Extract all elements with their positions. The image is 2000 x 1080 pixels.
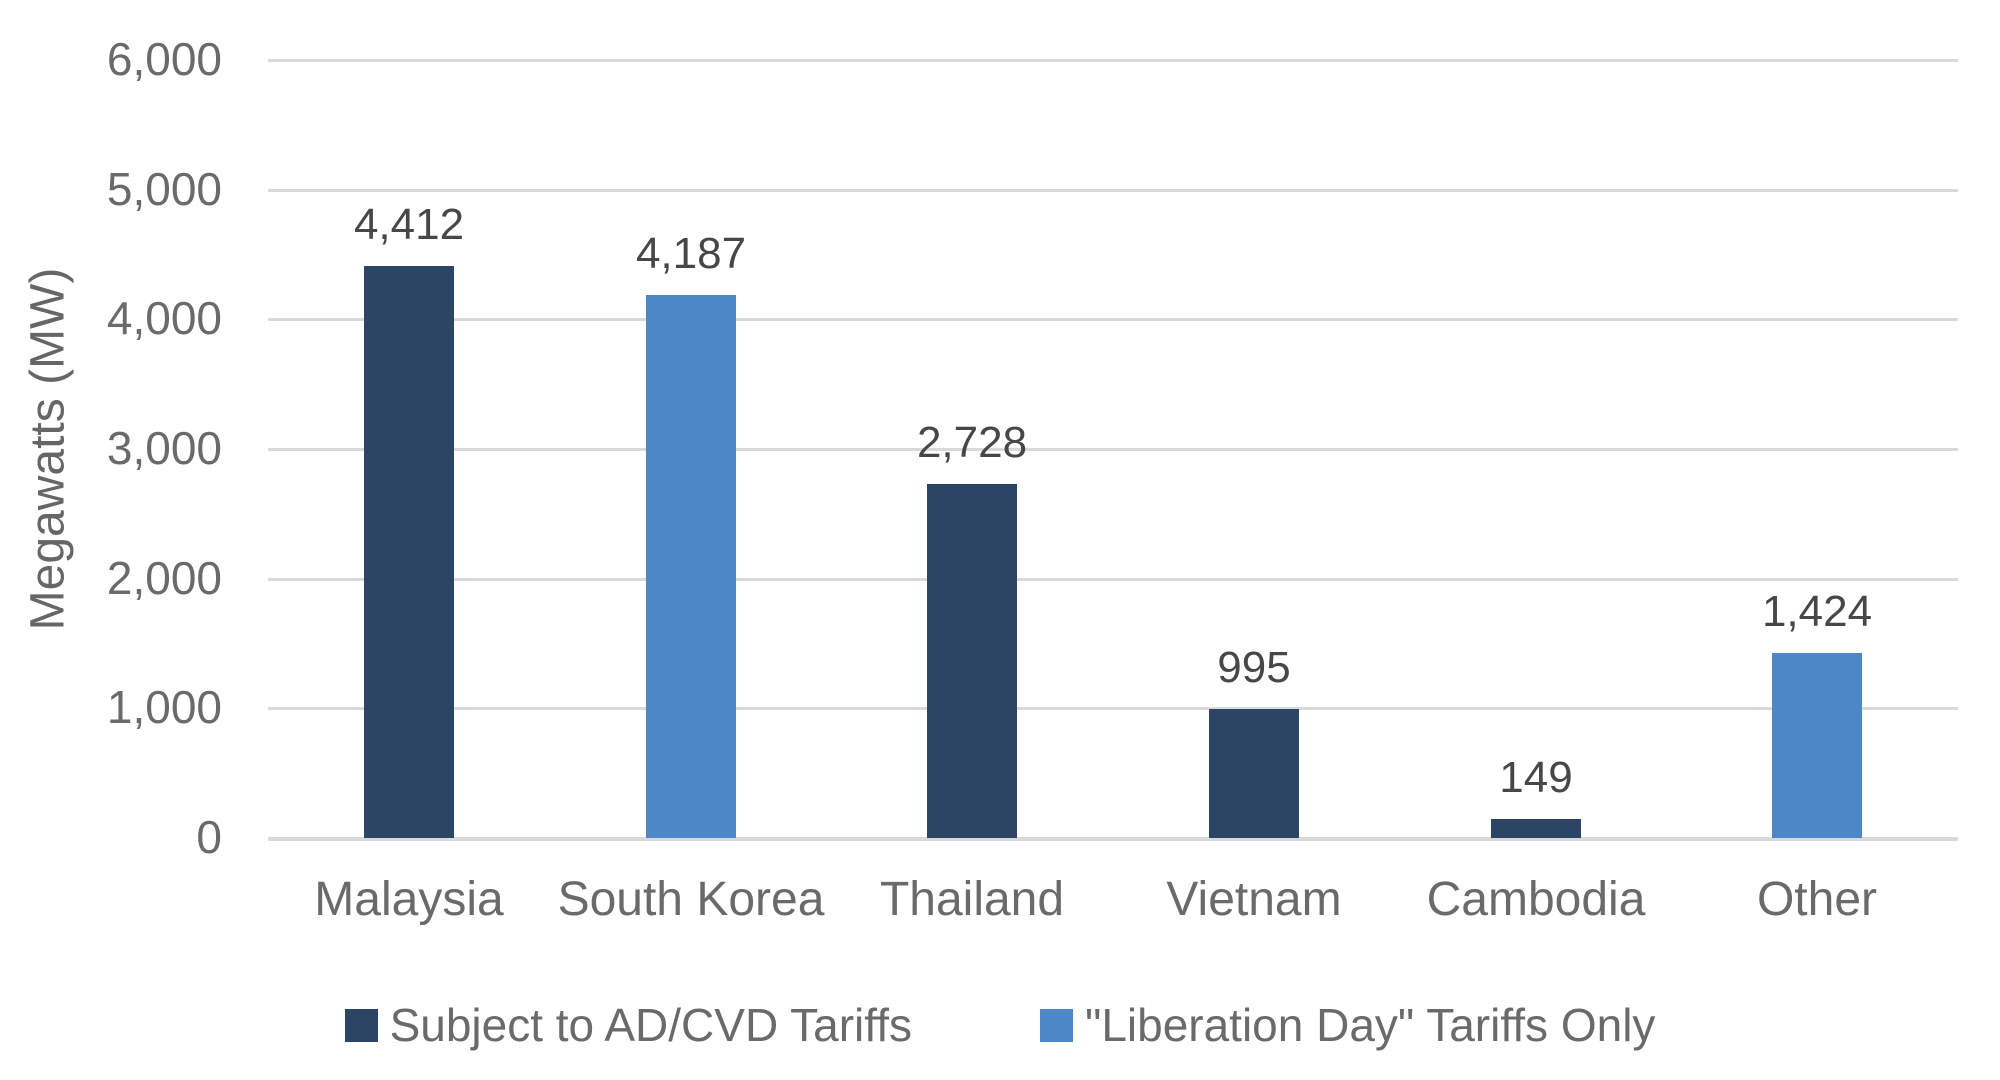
y-tick-label-3000: 3,000	[106, 421, 222, 474]
bar-vietnam	[1209, 709, 1299, 838]
legend-label: "Liberation Day" Tariffs Only	[1084, 999, 1656, 1051]
category-label-other: Other	[1756, 873, 1878, 926]
data-label-malaysia: 4,412	[353, 200, 465, 249]
category-label-thailand: Thailand	[879, 873, 1065, 926]
y-tick-label-1000: 1,000	[106, 680, 222, 733]
gridline-1000	[268, 707, 1958, 710]
y-tick-label-4000: 4,000	[106, 291, 222, 344]
y-axis-tick-labels: 0 1,000 2,000 3,000 4,000 5,000 6,000	[0, 33, 222, 863]
legend: Subject to AD/CVD Tariffs "Liberation Day…	[0, 998, 2000, 1052]
plot-area: 4,412 4,187 2,728 995 149 1,424	[268, 59, 1958, 841]
y-tick-label-6000: 6,000	[106, 32, 222, 85]
legend-swatch-icon	[344, 1008, 378, 1042]
x-axis-line	[268, 837, 1958, 841]
category-label-cambodia: Cambodia	[1426, 873, 1646, 926]
data-label-thailand: 2,728	[916, 418, 1028, 467]
data-label-cambodia: 149	[1499, 753, 1573, 802]
y-tick-label-2000: 2,000	[106, 551, 222, 604]
category-label-vietnam: Vietnam	[1166, 873, 1342, 926]
gridline-2000	[268, 578, 1958, 581]
gridline-6000	[268, 59, 1958, 62]
gridline-5000	[268, 189, 1958, 192]
category-label-south-korea: South Korea	[557, 873, 825, 926]
data-label-vietnam: 995	[1217, 643, 1291, 692]
data-label-south-korea: 4,187	[635, 229, 747, 278]
legend-item-ad_cvd: Subject to AD/CVD Tariffs	[344, 998, 912, 1052]
bar-cambodia	[1491, 819, 1581, 838]
bar-south-korea	[646, 295, 736, 838]
legend-label: Subject to AD/CVD Tariffs	[389, 999, 912, 1051]
y-tick-label-0: 0	[196, 810, 222, 863]
bar-thailand	[927, 484, 1017, 838]
data-label-other: 1,424	[1761, 587, 1873, 636]
bar-malaysia	[364, 266, 454, 838]
legend-swatch-icon	[1039, 1008, 1073, 1042]
gridline-4000	[268, 318, 1958, 321]
category-label-malaysia: Malaysia	[314, 873, 504, 926]
gridline-3000	[268, 448, 1958, 451]
bar-other	[1772, 653, 1862, 838]
x-axis-category-labels: Malaysia South Korea Thailand Vietnam Cambod…	[268, 872, 1958, 942]
y-tick-label-5000: 5,000	[106, 162, 222, 215]
legend-item-liberation_day: "Liberation Day" Tariffs Only	[1039, 998, 1656, 1052]
